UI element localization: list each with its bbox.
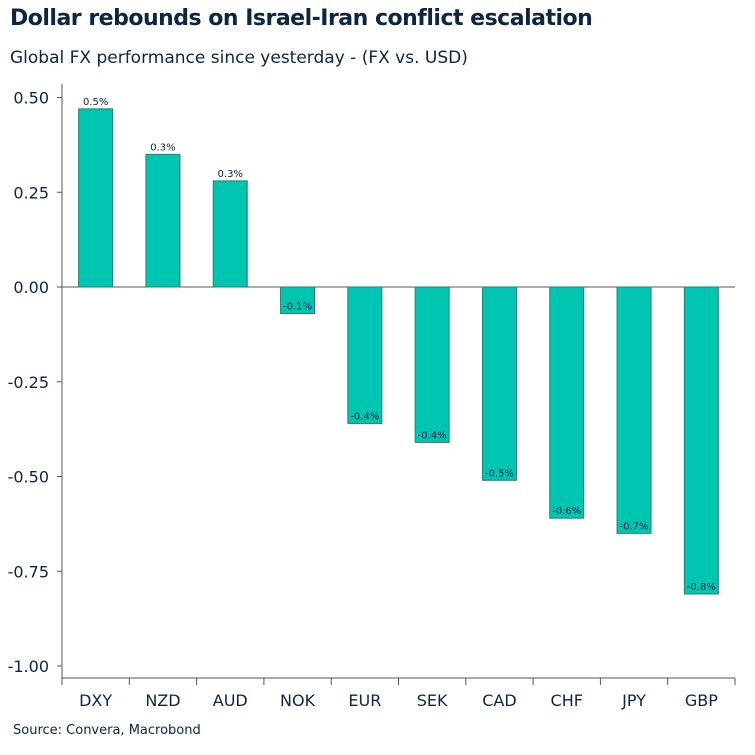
chart-title: Dollar rebounds on Israel-Iran conflict … — [10, 6, 593, 31]
data-label: 0.3% — [218, 169, 243, 180]
x-tick-label: EUR — [348, 691, 381, 710]
data-label: 0.5% — [83, 97, 108, 108]
x-tick-label: NOK — [280, 691, 316, 710]
bar-jpy — [616, 286, 652, 534]
data-label: -0.1% — [283, 302, 312, 313]
x-tick-label: CAD — [482, 691, 516, 710]
bar-aud — [212, 180, 248, 288]
y-tick-label: -0.25 — [8, 373, 49, 392]
x-tick-label: NZD — [145, 691, 180, 710]
x-tick-label: JPY — [621, 691, 646, 710]
x-tick-label: AUD — [213, 691, 248, 710]
y-tick-label: 0.50 — [13, 89, 49, 108]
data-label: -0.5% — [485, 468, 514, 479]
y-tick-label: 0.25 — [13, 183, 49, 202]
bar-chf — [549, 286, 585, 519]
data-label: -0.4% — [418, 430, 447, 441]
bar-nzd — [145, 153, 181, 288]
y-tick-label: -0.50 — [8, 468, 49, 487]
y-tick-label: 0.00 — [13, 278, 49, 297]
data-label: -0.6% — [552, 506, 581, 517]
data-label: -0.7% — [620, 521, 649, 532]
y-tick-label: -1.00 — [8, 657, 49, 676]
bar-sek — [414, 286, 450, 443]
x-tick-label: CHF — [551, 691, 583, 710]
data-label: -0.8% — [687, 582, 716, 593]
bar-dxy — [78, 108, 114, 288]
bar-nok — [280, 286, 316, 315]
x-tick-label: SEK — [417, 691, 448, 710]
x-tick-label: GBP — [685, 691, 718, 710]
bar-eur — [347, 286, 383, 424]
bar-cad — [481, 286, 517, 481]
source-note: Source: Convera, Macrobond — [13, 723, 201, 738]
data-label: -0.4% — [350, 411, 379, 422]
chart-subtitle: Global FX performance since yesterday - … — [10, 48, 468, 68]
bar-gbp — [683, 286, 719, 595]
x-tick-label: DXY — [79, 691, 112, 710]
data-label: 0.3% — [150, 142, 175, 153]
y-tick-label: -0.75 — [8, 562, 49, 581]
